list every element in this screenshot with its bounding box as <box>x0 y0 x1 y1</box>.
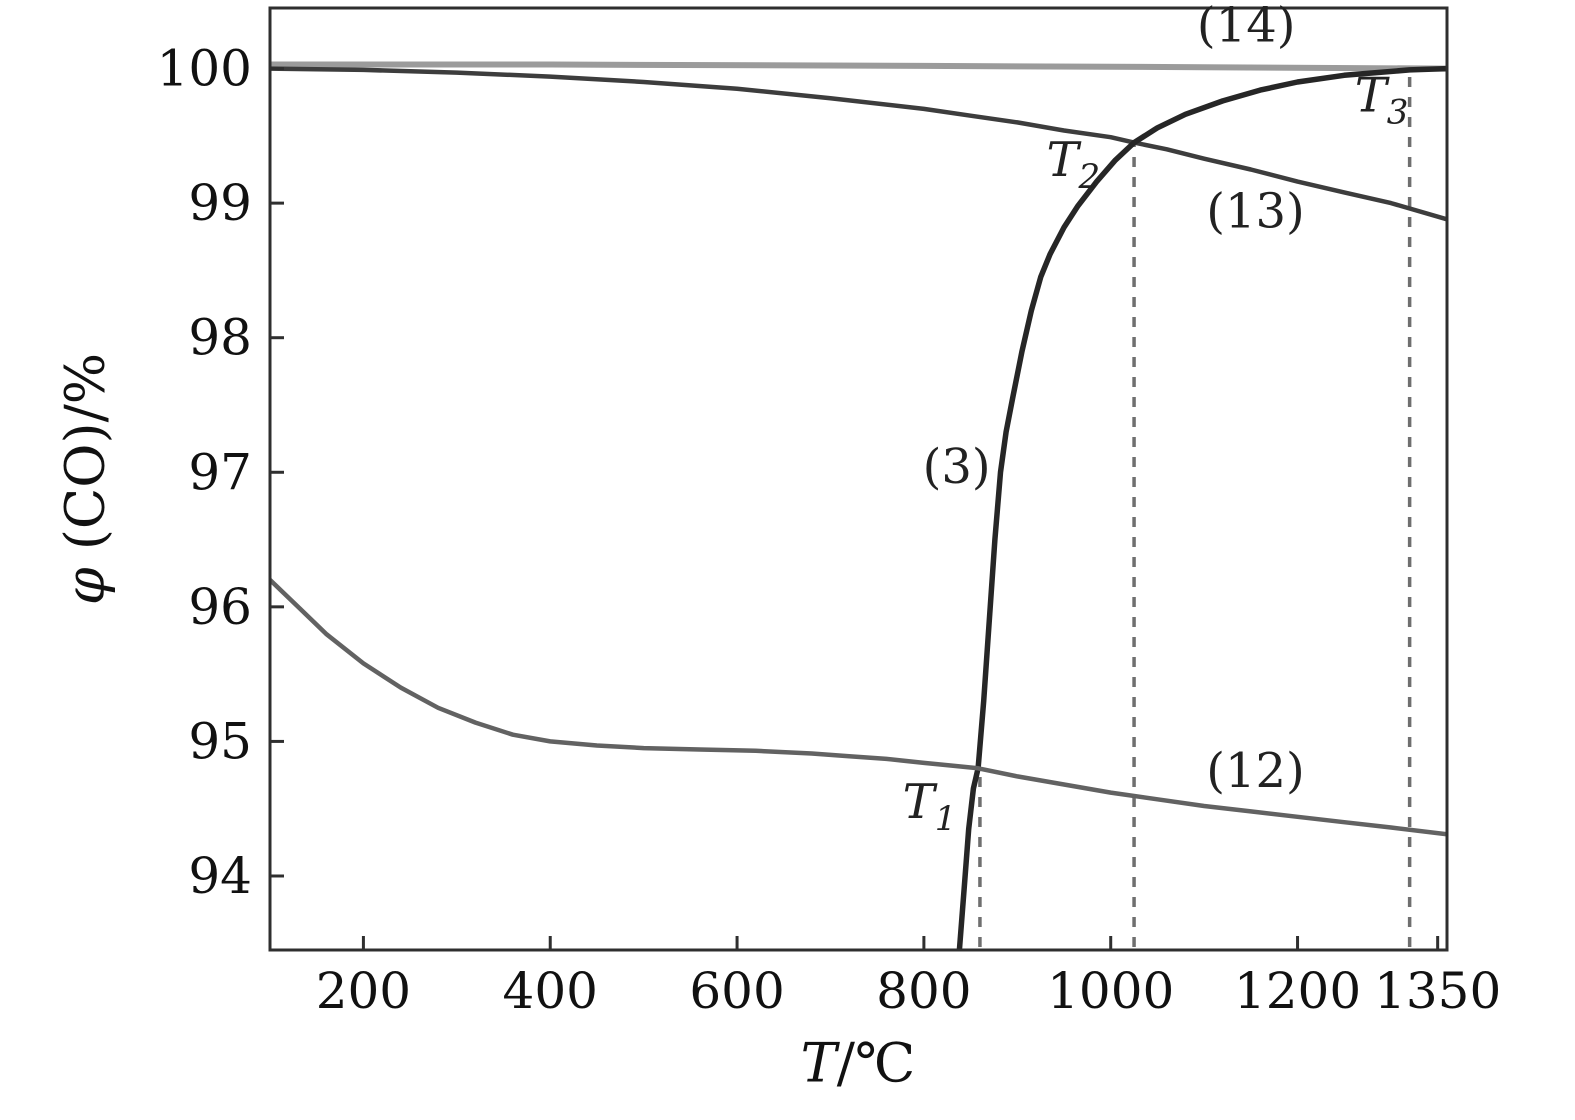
y-axis-symbol: φ <box>53 567 117 606</box>
y-tick-label: 100 <box>157 40 252 98</box>
label-(14): (14) <box>1197 0 1296 54</box>
x-axis-title: T/℃ <box>801 1032 916 1095</box>
x-tick-label: 800 <box>876 962 971 1020</box>
x-axis-symbol: T <box>800 1031 837 1095</box>
x-tick-label: 1200 <box>1234 962 1361 1020</box>
curve-(3) <box>956 65 1447 950</box>
y-axis-title: φ (CO)/% <box>54 353 117 605</box>
y-axis-ticks: 94 95 96 97 98 99 100 <box>157 40 284 905</box>
label-T1: T1 <box>903 774 957 839</box>
curves <box>270 61 1447 950</box>
x-tick-label: 400 <box>503 962 598 1020</box>
curve-(14) <box>270 61 1447 72</box>
temperature-marker-lines <box>978 72 1412 947</box>
label-T3: T3 <box>1355 68 1409 133</box>
x-tick-label: 1000 <box>1047 962 1174 1020</box>
y-tick-label: 95 <box>188 712 252 770</box>
label-(13): (13) <box>1206 183 1305 239</box>
y-axis-rest: (CO)/% <box>53 352 117 568</box>
x-tick-label: 200 <box>316 962 411 1020</box>
label-T2: T2 <box>1046 132 1100 197</box>
curve-(12) <box>270 577 1447 837</box>
x-tick-label: 600 <box>689 962 784 1020</box>
label-(3): (3) <box>923 439 991 495</box>
y-tick-label: 97 <box>188 443 252 501</box>
y-tick-label: 94 <box>188 847 252 905</box>
x-tick-label: 1350 <box>1374 962 1501 1020</box>
curve-(13) <box>270 66 1447 222</box>
x-axis-rest: /℃ <box>836 1031 916 1095</box>
label-(12): (12) <box>1206 743 1305 799</box>
y-tick-label: 98 <box>188 309 252 367</box>
x-axis-ticks: 200 400 600 800 1000 1200 1350 <box>316 936 1501 1020</box>
plot-frame <box>268 6 1449 952</box>
annotations: (14) T3 T2 (13) (3) (12) T1 <box>903 0 1409 839</box>
y-tick-label: 99 <box>188 174 252 232</box>
y-tick-label: 96 <box>188 578 252 636</box>
